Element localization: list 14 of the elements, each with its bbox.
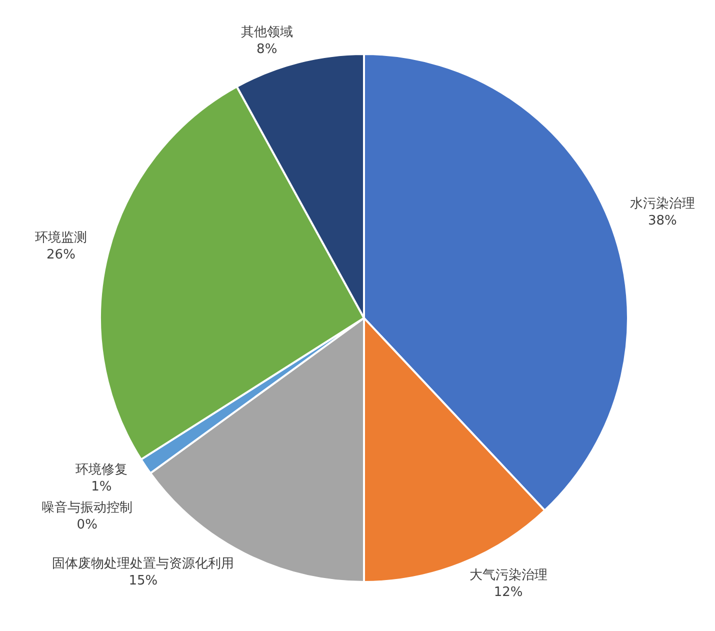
data-label: 12%: [494, 584, 523, 600]
slice-label: 固体废物处理处置与资源化利用: [52, 556, 234, 572]
slice-label: 环境监测: [34, 230, 87, 246]
slice-label: 水污染治理: [630, 196, 695, 212]
data-label: 1%: [91, 480, 112, 495]
slice-label: 大气污染治理: [469, 568, 548, 583]
data-label: 8%: [256, 42, 278, 57]
slice-label: 其他领域: [240, 24, 293, 40]
data-label: 38%: [648, 214, 677, 229]
category-label: 噪音与振动控制: [42, 500, 133, 516]
data-label: 15%: [128, 574, 158, 589]
data-label: 26%: [46, 248, 76, 263]
text: 0%: [76, 518, 98, 533]
slice-label: 环境修复: [75, 462, 128, 478]
